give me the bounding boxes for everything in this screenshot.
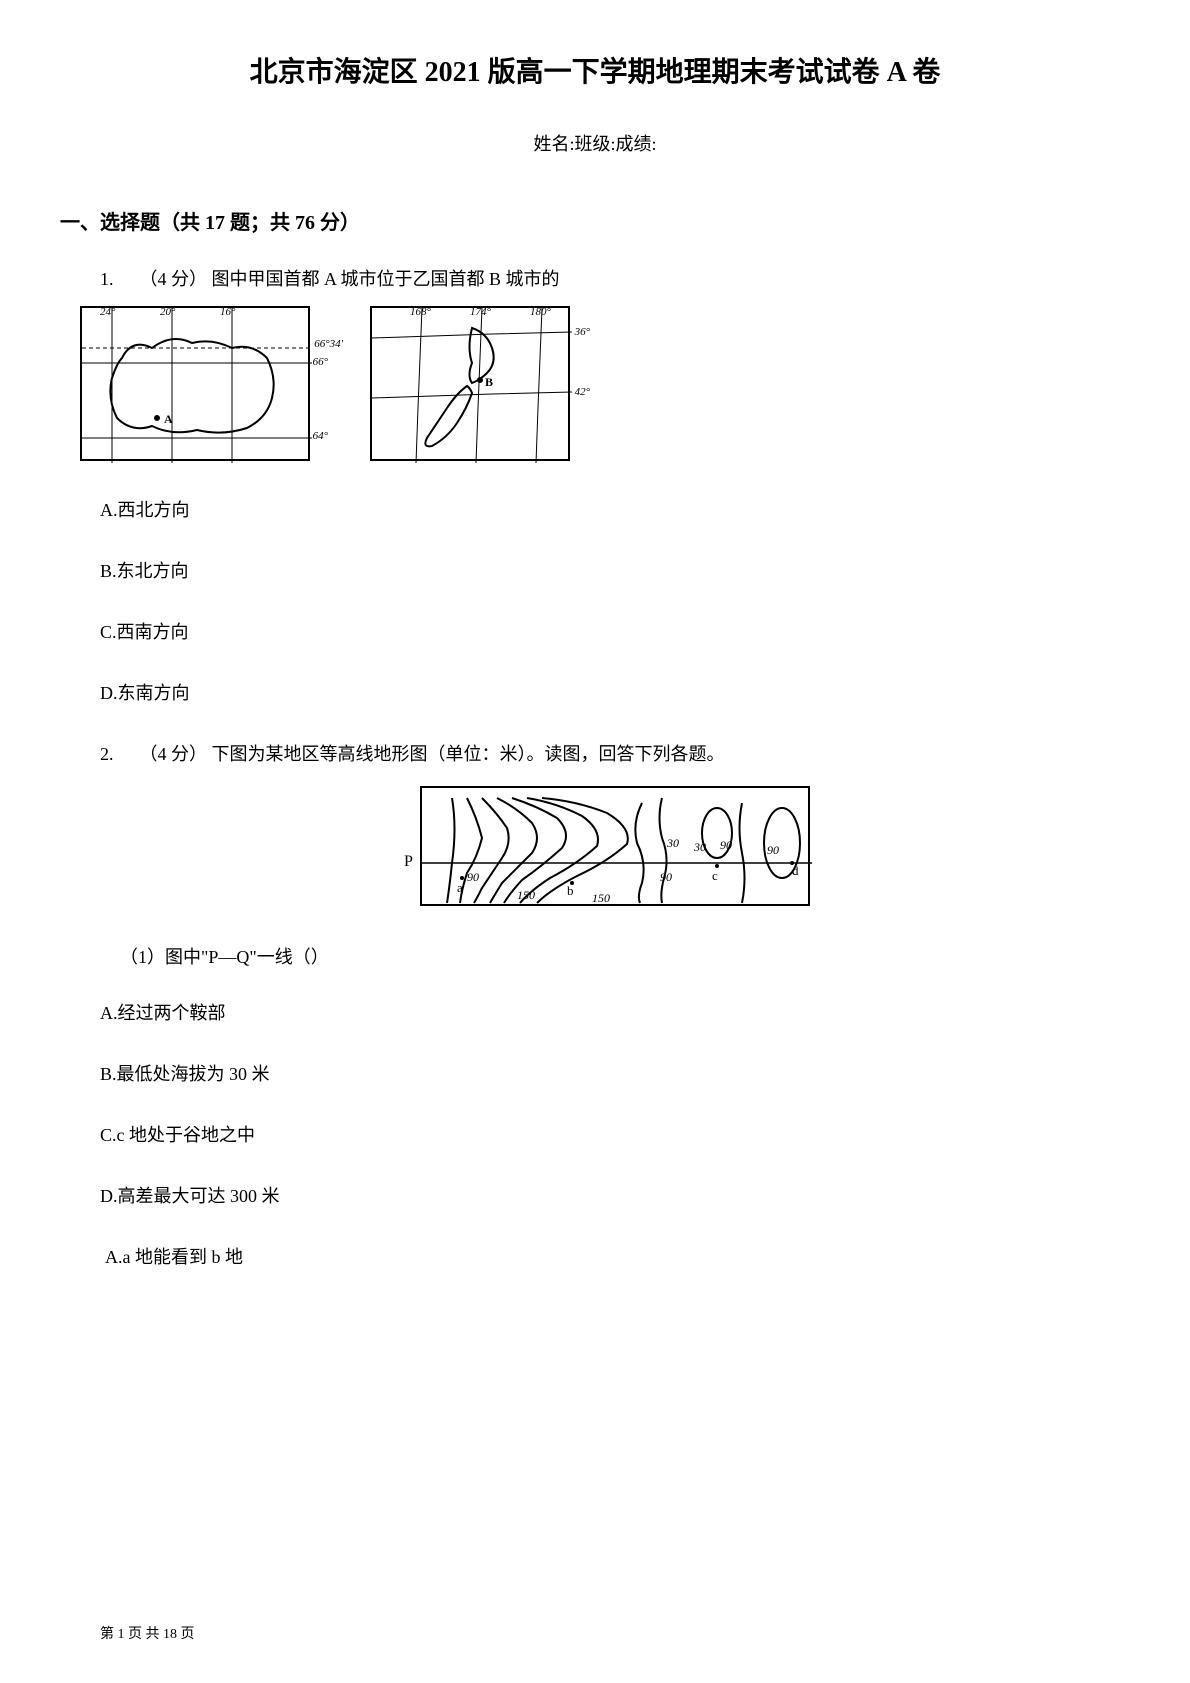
info-line: 姓名:班级:成绩: xyxy=(60,130,1130,156)
map1-lon2: 20° xyxy=(160,306,175,318)
contour-c: c xyxy=(712,868,718,884)
question-1-text: 1. （4 分） 图中甲国首都 A 城市位于乙国首都 B 城市的 xyxy=(100,265,1130,291)
map2-lon1: 168° xyxy=(410,306,431,318)
q2-sub1-option-c: C.c 地处于谷地之中 xyxy=(100,1121,1130,1147)
question-body: 图中甲国首都 A 城市位于乙国首都 B 城市的 xyxy=(212,269,560,289)
contour-p: P xyxy=(404,853,413,871)
map-1-iceland: A 24° 20° 16° 66°34' 66° 64° xyxy=(80,306,310,461)
contour-b: b xyxy=(567,883,574,899)
map1-lat1: 66°34' xyxy=(314,338,343,350)
contour-map: P a b c d 30 30 90 90 90 90 150 150 xyxy=(420,786,810,906)
section-header: 一、选择题（共 17 题；共 76 分） xyxy=(60,206,1130,235)
map-2-newzealand: B 168° 174° 180° 36° 42° xyxy=(370,306,570,461)
question-number: 2. xyxy=(100,744,135,765)
map1-lat2: 66° xyxy=(313,356,328,368)
question-body: 下图为某地区等高线地形图（单位：米）。读图，回答下列各题。 xyxy=(212,744,725,764)
contour-a: a xyxy=(457,880,463,896)
contour-150-1: 150 xyxy=(517,888,535,903)
contour-30-1: 30 xyxy=(667,836,679,851)
question-points: （4 分） xyxy=(140,269,208,289)
q1-option-b: B.东北方向 xyxy=(100,557,1130,583)
contour-30-2: 30 xyxy=(694,840,706,855)
q1-option-a: A.西北方向 xyxy=(100,496,1130,522)
contour-map-container: P a b c d 30 30 90 90 90 90 150 150 xyxy=(100,786,1130,913)
page-title: 北京市海淀区 2021 版高一下学期地理期末考试试卷 A 卷 xyxy=(60,50,1130,90)
q2-sub1-text: （1）图中"P—Q"一线（） xyxy=(120,943,1130,969)
contour-90-2: 90 xyxy=(767,843,779,858)
page-footer: 第 1 页 共 18 页 xyxy=(100,1623,195,1643)
q1-option-d: D.东南方向 xyxy=(100,679,1130,705)
map1-lat3: 64° xyxy=(313,430,328,442)
map1-lon1: 24° xyxy=(100,306,115,318)
q2-sub1-option-b: B.最低处海拔为 30 米 xyxy=(100,1060,1130,1086)
question-1: 1. （4 分） 图中甲国首都 A 城市位于乙国首都 B 城市的 A 24° 2… xyxy=(100,265,1130,1269)
svg-text:A: A xyxy=(164,412,173,426)
question-2-text: 2. （4 分） 下图为某地区等高线地形图（单位：米）。读图，回答下列各题。 xyxy=(100,740,1130,766)
contour-90-4: 90 xyxy=(660,870,672,885)
map2-lon2: 174° xyxy=(470,306,491,318)
contour-d: d xyxy=(792,863,799,879)
q1-option-c: C.西南方向 xyxy=(100,618,1130,644)
map2-lat2: 42° xyxy=(575,386,590,398)
q2-sub1-option-a: A.经过两个鞍部 xyxy=(100,999,1130,1025)
map2-lat1: 36° xyxy=(575,326,590,338)
question-number: 1. xyxy=(100,269,135,290)
map2-lon3: 180° xyxy=(530,306,551,318)
svg-text:B: B xyxy=(485,375,493,389)
map1-lon3: 16° xyxy=(220,306,235,318)
contour-90-3: 90 xyxy=(467,870,479,885)
contour-150-2: 150 xyxy=(592,891,610,906)
q2-extra-option: A.a 地能看到 b 地 xyxy=(105,1243,1130,1269)
contour-90-1: 90 xyxy=(720,838,732,853)
question-points: （4 分） xyxy=(140,744,208,764)
q2-sub1-option-d: D.高差最大可达 300 米 xyxy=(100,1182,1130,1208)
map-container: A 24° 20° 16° 66°34' 66° 64° B 168° 174° xyxy=(80,306,1130,461)
